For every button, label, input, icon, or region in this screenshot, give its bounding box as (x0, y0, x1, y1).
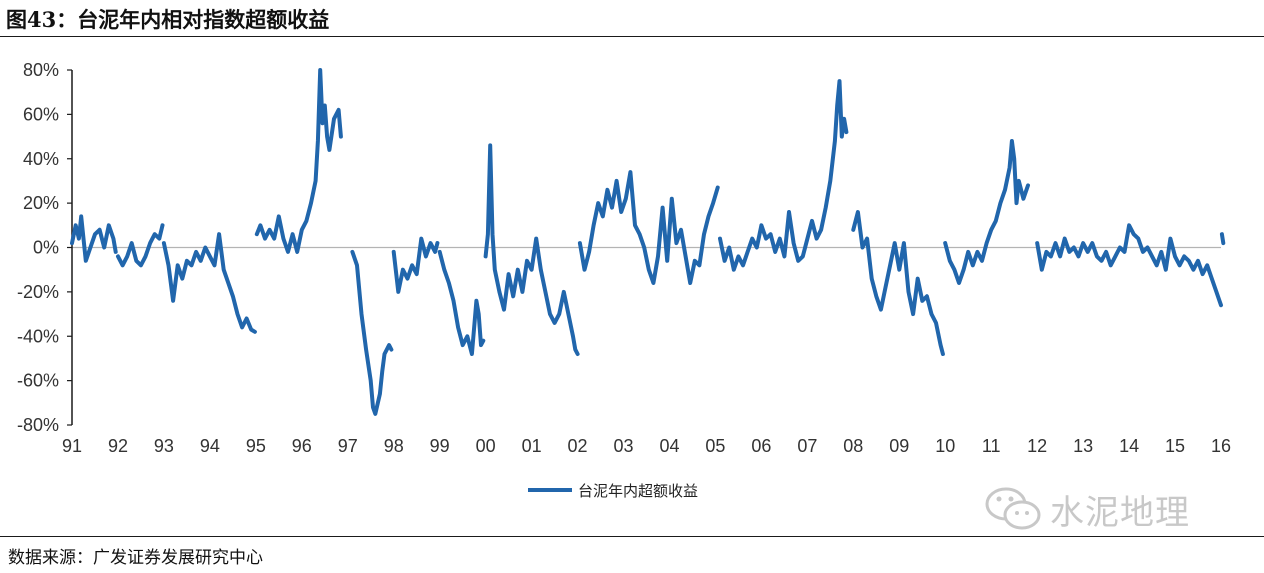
y-tick-label: 60% (23, 104, 59, 124)
y-tick-label: -60% (17, 371, 59, 391)
series-line (718, 79, 849, 272)
x-tick-label: 16 (1211, 436, 1231, 456)
watermark-text: 水泥地理 (1050, 492, 1190, 533)
source-note: 数据来源：广发证券发展研究中心 (8, 543, 263, 568)
legend-label: 台泥年内超额收益 (578, 482, 698, 500)
x-tick-label: 96 (292, 436, 312, 456)
footer-rule (0, 536, 1264, 537)
figure-title: 图43：台泥年内相对指数超额收益 (6, 7, 330, 32)
x-tick-label: 04 (659, 436, 679, 456)
source-text: 数据来源：广发证券发展研究中心 (8, 548, 263, 568)
y-tick-label: -40% (17, 326, 59, 346)
header-rule (0, 36, 1264, 37)
series-line (437, 249, 486, 356)
series-line (254, 68, 343, 254)
x-tick-label: 93 (154, 436, 174, 456)
y-tick-label: -20% (17, 282, 59, 302)
y-tick-label: 40% (23, 149, 59, 169)
figure-header: 图43：台泥年内相对指数超额收益 (0, 0, 1264, 34)
y-tick-label: 20% (23, 193, 59, 213)
x-tick-label: 97 (338, 436, 358, 456)
x-tick-label: 15 (1165, 436, 1185, 456)
x-tick-label: 98 (384, 436, 404, 456)
series-line (1035, 223, 1223, 308)
series-line (943, 139, 1030, 285)
x-tick-label: 95 (246, 436, 266, 456)
x-tick-label: 10 (935, 436, 955, 456)
watermark: 水泥地理 (984, 484, 1190, 534)
x-tick-label: 94 (200, 436, 220, 456)
x-tick-label: 01 (522, 436, 542, 456)
chart: 80% 60% 40% 20% 0% -20% -40% -60% -80%91 92 93 94 95… (17, 60, 1231, 500)
series-line (1219, 232, 1226, 246)
x-tick-label: 11 (982, 436, 1001, 456)
series-line (70, 214, 118, 263)
x-tick-label: 99 (430, 436, 450, 456)
x-tick-label: 00 (476, 436, 496, 456)
series-line (391, 236, 440, 294)
x-tick-label: 06 (751, 436, 771, 456)
wechat-icon (985, 487, 1041, 530)
x-tick-label: 07 (797, 436, 817, 456)
x-tick-label: 02 (568, 436, 588, 456)
series-line (116, 223, 165, 268)
x-tick-label: 92 (108, 436, 128, 456)
x-tick-label: 03 (614, 436, 634, 456)
x-tick-label: 12 (1027, 436, 1047, 456)
series-line (851, 210, 945, 356)
x-tick-label: 13 (1073, 436, 1093, 456)
x-tick-label: 09 (889, 436, 909, 456)
x-tick-label: 05 (705, 436, 725, 456)
y-tick-label: 0% (33, 238, 59, 258)
series-line (161, 232, 257, 334)
y-tick-label: 80% (23, 60, 59, 80)
x-tick-label: 14 (1119, 436, 1139, 456)
y-tick-label: -80% (17, 415, 59, 435)
x-tick-label: 91 (62, 436, 82, 456)
series-line (483, 143, 580, 356)
series-line (577, 170, 720, 285)
series-line (350, 249, 394, 416)
x-tick-label: 08 (843, 436, 863, 456)
